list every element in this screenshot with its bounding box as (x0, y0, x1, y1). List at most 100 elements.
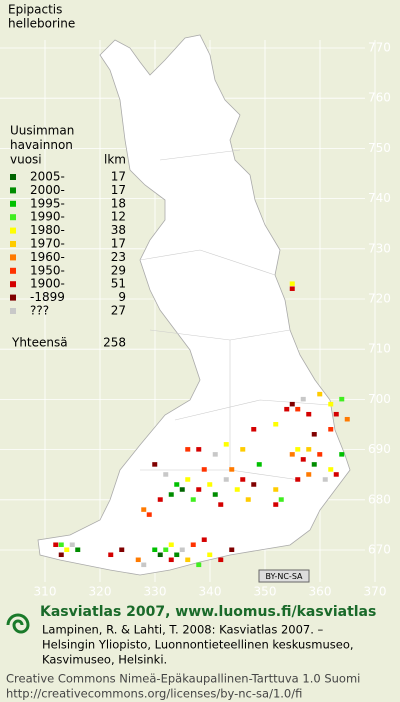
legend-count: 27 (111, 304, 126, 318)
x-tick-label: 360 (309, 585, 332, 599)
observation-square (207, 482, 213, 487)
y-tick-label: 730 (368, 241, 391, 255)
observation-square (163, 472, 169, 477)
legend-swatch (10, 187, 16, 194)
observation-square (322, 477, 328, 482)
observation-square (317, 452, 323, 457)
title-line: Epipactis (8, 3, 62, 17)
observation-square (223, 442, 229, 447)
observation-square (218, 502, 224, 507)
y-tick-label: 760 (368, 91, 391, 105)
observation-square (311, 462, 317, 467)
observation-square (344, 416, 350, 422)
legend-total: 258 (103, 336, 126, 350)
observation-square (196, 487, 202, 492)
observation-square (278, 497, 284, 502)
license: http://creativecommons.org/licenses/by-n… (6, 687, 302, 701)
observation-square (179, 547, 185, 553)
observation-square (218, 557, 224, 563)
y-tick-label: 710 (368, 342, 391, 356)
legend-header: havainnon (10, 138, 73, 152)
cc-badge (258, 569, 310, 583)
observation-square (53, 542, 59, 547)
observation-square (135, 557, 141, 563)
footer-heading: Kasviatlas 2007, www.luomus.fi/kasviatla… (40, 604, 376, 620)
legend-count: 12 (111, 210, 126, 224)
observation-square (251, 427, 257, 432)
observation-square (168, 492, 174, 497)
observation-square (229, 467, 235, 472)
x-tick-label: 320 (89, 585, 112, 599)
legend-label: 1960- (30, 250, 65, 264)
observation-square (295, 406, 301, 412)
observation-square (69, 542, 75, 547)
observation-square (328, 467, 334, 472)
observation-square (152, 462, 158, 467)
observation-square (295, 477, 301, 482)
legend-swatch (10, 214, 16, 221)
legend-label: 2000- (30, 183, 65, 197)
title-line: helleborine (8, 17, 75, 31)
legend-label: 1970- (30, 237, 65, 251)
observation-square (141, 507, 147, 512)
observation-square (163, 547, 169, 553)
legend-count: 17 (111, 237, 126, 251)
observation-square (245, 497, 251, 502)
observation-square (157, 552, 163, 558)
legend-swatch (10, 281, 16, 288)
observation-square (273, 487, 279, 492)
observation-square (196, 562, 202, 568)
y-tick-label: 740 (368, 191, 391, 205)
observation-square (185, 447, 191, 452)
observation-square (190, 542, 196, 547)
observation-square (108, 552, 114, 558)
legend-count: 17 (111, 183, 126, 197)
legend-label: ??? (30, 304, 49, 318)
observation-square (64, 547, 70, 553)
legend-swatch (10, 294, 16, 301)
observation-square (306, 447, 312, 452)
legend-label: 1990- (30, 210, 65, 224)
citation: Lampinen, R. & Lahti, T. 2008: Kasviatla… (42, 623, 324, 637)
observation-square (190, 497, 196, 502)
x-tick-label: 340 (199, 585, 222, 599)
x-tick-label: 330 (144, 585, 167, 599)
legend-label: 1950- (30, 263, 65, 277)
observation-square (141, 562, 147, 568)
observation-square (75, 547, 81, 553)
observation-square (289, 281, 295, 286)
citation: Helsingin Yliopisto, Luonnontieteellinen… (42, 638, 354, 652)
observation-square (146, 512, 152, 517)
observation-square (306, 411, 312, 417)
observation-square (185, 477, 191, 482)
x-tick-label: 310 (34, 585, 57, 599)
cc-badge-text: BY-NC-SA (265, 572, 303, 581)
legend-label: 2005- (30, 170, 65, 184)
observation-square (289, 401, 295, 407)
legend-count: 23 (111, 250, 126, 264)
legend-count: 18 (111, 196, 126, 210)
legend-count-header: lkm (104, 153, 126, 167)
observation-square (207, 552, 213, 558)
observation-square (306, 472, 312, 477)
y-tick-label: 690 (368, 442, 391, 456)
observation-square (223, 477, 229, 482)
observation-square (333, 472, 339, 477)
observation-square (157, 497, 163, 502)
finland-outline (37, 34, 351, 576)
observation-square (174, 552, 180, 558)
y-tick-label: 670 (368, 543, 391, 557)
legend-label: 1900- (30, 277, 65, 291)
y-tick-label: 680 (368, 492, 391, 506)
observation-square (328, 427, 334, 432)
observation-square (212, 452, 218, 457)
legend-label: 1980- (30, 223, 65, 237)
observation-square (256, 462, 262, 467)
legend-header: Uusimman (10, 124, 74, 138)
observation-square (201, 537, 207, 542)
observation-square (273, 421, 279, 427)
observation-square (333, 411, 339, 417)
observation-square (240, 447, 246, 452)
logo (6, 613, 30, 634)
